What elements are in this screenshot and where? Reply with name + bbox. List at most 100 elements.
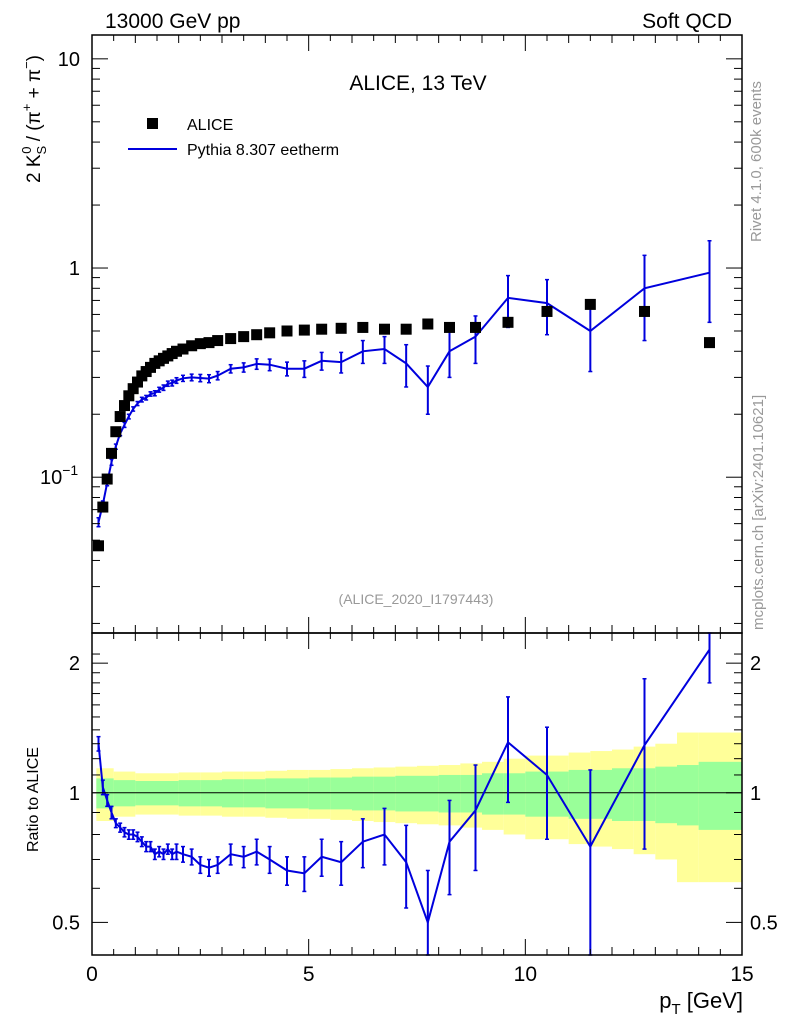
ratio-band-inner	[503, 773, 526, 815]
alice-data-point	[357, 321, 369, 333]
ratio-ytick-label-right: 2	[750, 653, 761, 675]
xlabel: pT [GeV]	[659, 988, 743, 1018]
ylabel-end: )	[24, 55, 45, 61]
alice-data-point	[101, 473, 113, 485]
ratio-ytick-label-left: 2	[69, 653, 80, 675]
alice-data-point	[225, 333, 237, 345]
alice-data-point	[132, 376, 143, 388]
alice-data-point	[127, 383, 139, 395]
ratio-band-inner	[438, 774, 461, 813]
alice-data-point	[639, 305, 650, 317]
header-right-label: Soft QCD	[642, 10, 732, 33]
main-ytick-label-base: 10	[40, 467, 62, 489]
ratio-ticks: 0.5 0.5 1 1 2 2 0 5 10 15	[52, 633, 778, 986]
alice-data-point	[97, 501, 109, 513]
ratio-band-inner	[482, 773, 504, 815]
ylabel-minus-sup: −	[19, 61, 34, 69]
ratio-band-inner	[287, 778, 309, 809]
legend-label-pythia: Pythia 8.307 eetherm	[187, 142, 339, 159]
xlabel-rest: [GeV]	[681, 988, 743, 1013]
alice-data-point	[298, 324, 310, 336]
alice-data-point	[470, 321, 481, 333]
ratio-band-inner	[330, 777, 352, 810]
xtick-label: 15	[730, 963, 753, 986]
alice-data-point	[584, 298, 596, 310]
legend: ALICE Pythia 8.307 eetherm	[128, 117, 339, 159]
alice-data-point	[264, 327, 276, 339]
legend-marker-alice	[147, 118, 158, 129]
main-ytick-label: 1	[69, 258, 80, 280]
ylabel-plus-sup: +	[19, 104, 34, 112]
rivet-version-label: Rivet 4.1.0, 600k events	[748, 81, 765, 242]
alice-data-point	[114, 411, 126, 423]
ratio-band-inner	[655, 766, 677, 824]
xlabel-main: p	[659, 988, 671, 1013]
alice-data-point	[400, 323, 412, 335]
ratio-band-inner	[698, 761, 742, 830]
xtick-label: 10	[514, 963, 537, 986]
alice-data-point	[379, 323, 390, 335]
chart-title: ALICE, 13 TeV	[349, 72, 486, 95]
ratio-panel: 0.5 0.5 1 1 2 2 0 5 10 15 Ratio to ALICE pT [GeV]	[25, 632, 778, 1018]
alice-data-point	[93, 540, 104, 552]
ratio-band-inner	[460, 774, 482, 813]
alice-data-point	[194, 338, 206, 350]
ratio-marks	[96, 632, 712, 956]
alice-data-point	[444, 321, 455, 333]
alice-data-point	[502, 316, 514, 328]
ratio-band-inner	[612, 768, 634, 821]
ylabel-rest: / (π	[24, 111, 45, 146]
ratio-band-inner	[243, 779, 266, 808]
main-ylabel: 2 KS0 / (π+ + π−)	[19, 55, 49, 183]
ratio-band-inner	[525, 771, 547, 817]
ratio-band-inner	[417, 775, 439, 812]
ratio-ytick-label-left: 0.5	[52, 912, 80, 934]
header-left-label: 13000 GeV pp	[105, 10, 240, 33]
alice-data-point	[110, 426, 122, 438]
alice-data-point	[177, 343, 189, 355]
alice-data-point	[203, 337, 215, 349]
ratio-ytick-label-right: 1	[750, 783, 761, 805]
mc-series-line	[97, 271, 710, 523]
ylabel-mid: + π	[24, 69, 45, 104]
ratio-band-inner	[308, 777, 331, 810]
ylabel-main: 2 K	[24, 154, 45, 183]
main-ytick-label: 10	[58, 49, 80, 71]
alice-data-point	[251, 329, 263, 341]
ratio-band-inner	[222, 779, 244, 808]
alice-data-point	[422, 318, 434, 330]
alice-data-point	[119, 400, 130, 412]
ratio-ytick-label-left: 1	[69, 783, 80, 805]
ratio-band-inner	[677, 765, 699, 826]
alice-data-point	[186, 340, 198, 352]
analysis-id: (ALICE_2020_I1797443)	[339, 591, 494, 607]
legend-label-alice: ALICE	[187, 117, 233, 134]
ratio-band-inner	[590, 769, 612, 819]
alice-data-point	[106, 447, 117, 459]
ratio-band-inner	[395, 775, 417, 812]
alice-data-point	[238, 331, 250, 343]
alice-data-point	[335, 322, 347, 334]
ratio-band-inner	[568, 769, 591, 819]
ratio-ytick-label-right: 0.5	[750, 912, 778, 934]
alice-data-point	[316, 323, 328, 335]
alice-data-point	[541, 305, 553, 317]
alice-data-point	[281, 325, 293, 337]
ratio-ylabel: Ratio to ALICE	[25, 747, 42, 852]
main-marks	[93, 240, 715, 552]
ylabel-sup: 0	[19, 147, 34, 154]
xtick-label: 0	[86, 963, 98, 986]
mcplots-label: mcplots.cern.ch [arXiv:2401.10621]	[750, 395, 767, 630]
ratio-band-inner	[373, 776, 396, 811]
ratio-band-inner	[352, 776, 374, 811]
main-ytick-label-exponent: −1	[62, 462, 78, 478]
xtick-label: 5	[303, 963, 315, 986]
ylabel-sub: S	[34, 145, 49, 154]
main-ytick-label: 10−1	[40, 462, 78, 489]
ratio-band-inner	[265, 778, 287, 809]
xlabel-sub: T	[671, 1001, 680, 1018]
alice-data-point	[171, 345, 182, 357]
